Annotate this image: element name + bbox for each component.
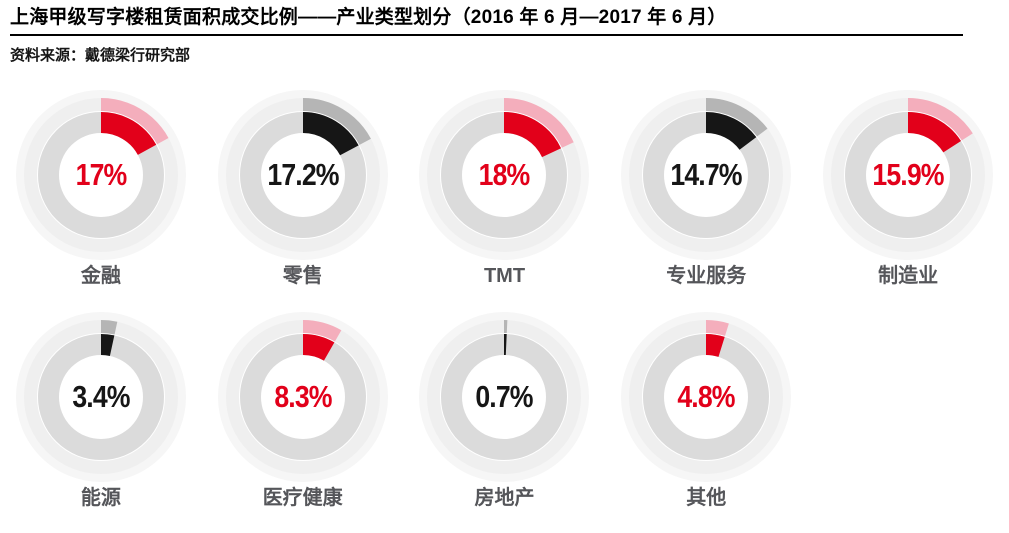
category-label: 专业服务 [666,265,747,287]
inner-value-arc [845,112,972,238]
category-label: TMT [483,265,526,287]
inner-value-arc [643,334,770,460]
title-divider [10,34,963,36]
category-label: 零售 [282,265,323,287]
inner-value-arc [239,334,366,460]
donut-svg [217,312,388,482]
donut-svg [621,90,792,260]
category-label: 其他 [686,487,727,509]
donut-chart: 0.7% [416,309,592,485]
donut-svg [217,90,388,260]
donut-cell: 14.7% 专业服务 [605,87,807,287]
donut-chart: 3.4% [13,309,189,485]
halo-ring [419,90,590,260]
halo-ring [217,90,388,260]
donut-cell: 3.4% 能源 [0,309,202,509]
inner-value-arc [239,112,366,238]
halo-ring [15,90,186,260]
category-label: 金融 [80,265,121,287]
inner-value-arc [643,112,770,238]
halo-ring [15,312,186,482]
outer-echo-arc [427,320,582,474]
percent-value: 14.7% [670,157,743,192]
percent-value: 8.3% [274,379,332,414]
inner-value-arc [441,112,568,238]
outer-echo-arc [23,98,178,252]
donut-cell: 17% 金融 [0,87,202,287]
outer-echo-arc [427,98,582,252]
inner-value-arc [441,334,568,460]
donut-chart: 8.3% [215,309,391,485]
donut-cell: 8.3% 医疗健康 [202,309,404,509]
category-label: 制造业 [878,265,939,287]
category-label: 医疗健康 [262,487,343,509]
percent-value: 15.9% [872,157,944,192]
percent-value: 3.4% [72,379,130,414]
category-label: 能源 [80,487,121,509]
percent-value: 0.7% [475,379,534,414]
donut-cell: 4.8% 其他 [605,309,807,509]
donut-svg [15,90,186,260]
category-label: 房地产 [474,487,535,509]
donut-cell: 0.7% 房地产 [404,309,606,509]
donut-chart: 17.2% [215,87,391,263]
halo-ring [217,312,388,482]
donut-svg [419,90,590,260]
donut-row-1: 17% 金融 17.2% 零售 18% TMT 14.7% 专业服务 15.9% 制造业 [0,87,1009,287]
percent-value: 17% [75,157,127,192]
percent-value: 4.8% [677,379,736,414]
donut-cell: 15.9% 制造业 [807,87,1009,287]
outer-echo-arc [629,98,784,252]
outer-echo-arc [225,98,380,252]
donut-chart: 15.9% [820,87,996,263]
halo-ring [621,90,792,260]
source-note: 资料来源：戴德梁行研究部 [10,47,191,64]
donut-chart: 14.7% [618,87,794,263]
outer-echo-arc [225,320,380,474]
donut-chart: 18% [416,87,592,263]
donut-cell: 17.2% 零售 [202,87,404,287]
outer-echo-arc [831,98,986,252]
chart-header: 上海甲级写字楼租赁面积成交比例——产业类型划分（2016 年 6 月—2017 … [0,0,1009,64]
percent-value: 17.2% [267,157,339,192]
donut-row-2: 3.4% 能源 8.3% 医疗健康 0.7% 房地产 4.8% 其他 [0,309,1009,509]
donut-chart: 17% [13,87,189,263]
donut-svg [419,312,590,482]
donut-svg [621,312,792,482]
halo-ring [823,90,994,260]
inner-value-arc [37,334,164,460]
page-title: 上海甲级写字楼租赁面积成交比例——产业类型划分（2016 年 6 月—2017 … [10,7,727,28]
halo-ring [419,312,590,482]
donut-grid: 17% 金融 17.2% 零售 18% TMT 14.7% 专业服务 15.9% 制造业 3.4% 能… [0,87,1009,509]
halo-ring [621,312,792,482]
outer-echo-arc [23,320,178,474]
donut-svg [823,90,994,260]
outer-echo-arc [629,320,784,474]
donut-svg [15,312,186,482]
donut-chart: 4.8% [618,309,794,485]
percent-value: 18% [479,157,531,192]
inner-value-arc [37,112,164,238]
donut-cell: 18% TMT [404,87,606,287]
